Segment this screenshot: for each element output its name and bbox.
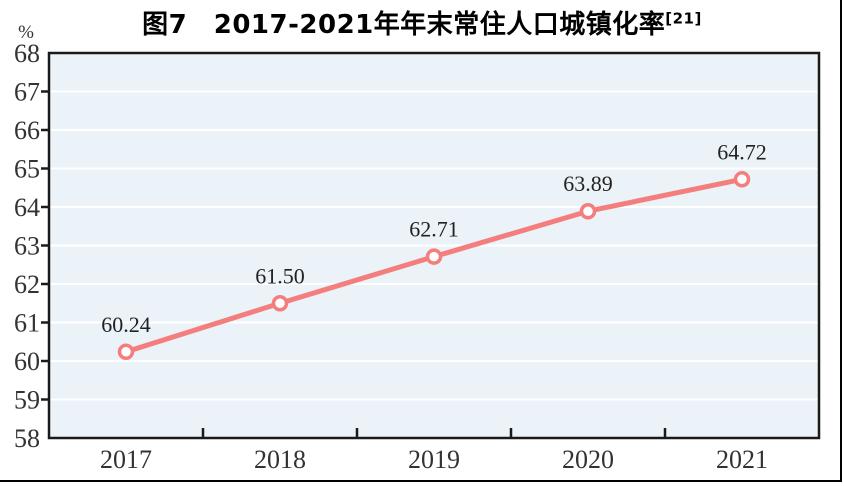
y-tick-label: 67	[14, 78, 40, 107]
x-tick-label: 2020	[562, 445, 614, 474]
data-point-label: 62.71	[409, 217, 459, 242]
y-axis-unit-label: %	[18, 22, 34, 43]
x-tick-label: 2018	[254, 445, 306, 474]
chart-title: 图7 2017-2021年年末常住人口城镇化率[21]	[0, 4, 844, 41]
data-point-marker	[733, 171, 751, 188]
data-point-label: 61.50	[255, 263, 305, 288]
data-point-marker	[579, 202, 597, 220]
chart-title-text: 图7 2017-2021年年末常住人口城镇化率	[142, 10, 666, 40]
data-point-marker	[425, 248, 443, 265]
data-point-marker	[117, 343, 135, 361]
y-tick-label: 63	[14, 232, 40, 261]
data-point-label: 64.72	[717, 139, 767, 164]
y-tick-label: 65	[14, 155, 40, 184]
y-tick-label: 64	[14, 193, 40, 222]
chart-title-footnote-ref: [21]	[665, 9, 702, 28]
page-border-bottom	[0, 480, 842, 482]
y-tick-label: 66	[14, 116, 40, 145]
page-border-right	[840, 0, 842, 482]
x-tick-label: 2019	[408, 445, 460, 474]
y-tick-label: 62	[14, 270, 40, 299]
x-tick-label: 2021	[716, 445, 768, 474]
y-tick-label: 68	[14, 39, 40, 68]
y-tick-label: 59	[14, 386, 40, 415]
plot-border	[47, 51, 821, 440]
data-point-label: 60.24	[101, 312, 151, 337]
data-point-marker	[271, 295, 289, 312]
y-tick-label: 58	[14, 424, 40, 453]
x-tick-label: 2017	[100, 445, 152, 474]
y-tick-label: 61	[14, 309, 40, 338]
y-tick-label: 60	[14, 347, 40, 376]
data-point-label: 63.89	[563, 171, 613, 196]
